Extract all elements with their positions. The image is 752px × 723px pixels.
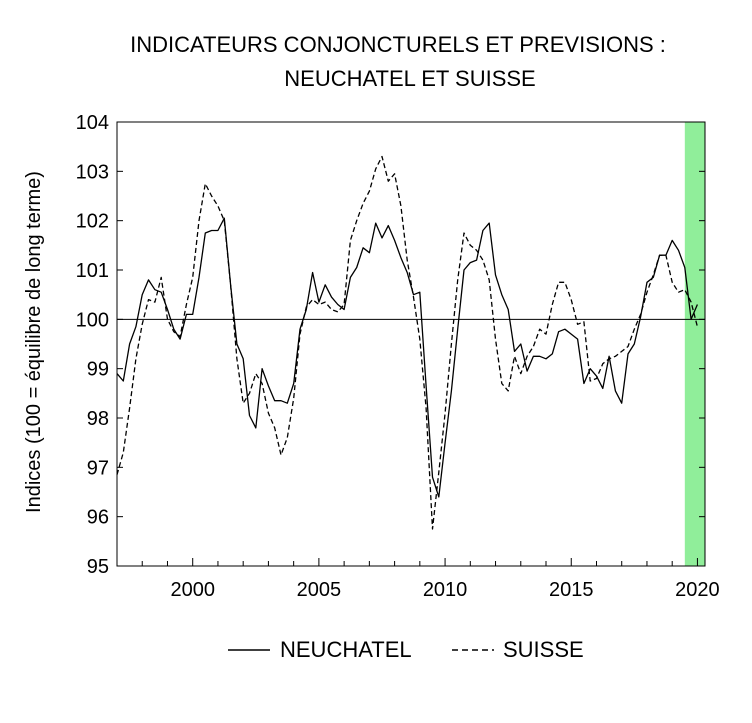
x-tick-label: 2005: [297, 579, 342, 601]
y-tick-label: 102: [76, 211, 109, 233]
plot-area: 95 96 97 98 99 100 101 102 103 104 2000 2005 2010 201…: [76, 112, 720, 601]
legend: NEUCHATEL SUISSE: [228, 637, 584, 662]
y-tick-label: 95: [87, 556, 109, 578]
series-line-suisse: [116, 155, 699, 530]
x-tick-label: 2015: [549, 579, 594, 601]
series-line-neuchatel: [116, 217, 698, 498]
plot-frame: [116, 121, 706, 567]
forecast-region: [684, 122, 705, 566]
y-tick-label: 98: [87, 408, 109, 430]
x-tick-label: 2010: [423, 579, 468, 601]
legend-suisse-label: SUISSE: [503, 637, 584, 662]
y-tick-label: 104: [76, 112, 109, 134]
y-tick-label: 99: [87, 359, 109, 381]
legend-neuchatel-label: NEUCHATEL: [280, 637, 412, 662]
x-tick-label: 2020: [675, 579, 720, 601]
y-tick-label: 103: [76, 161, 109, 183]
y-axis-label: Indices (100 = équilibre de long terme): [23, 171, 45, 513]
y-tick-label: 101: [76, 260, 109, 282]
y-tick-label: 100: [76, 309, 109, 331]
x-tick-label: 2000: [170, 579, 215, 601]
chart-title-line-2: NEUCHATEL ET SUISSE: [284, 66, 535, 91]
y-tick-label: 96: [87, 507, 109, 529]
chart-title-line-1: INDICATEURS CONJONCTURELS ET PREVISIONS …: [130, 32, 666, 57]
y-tick-label: 97: [87, 457, 109, 479]
